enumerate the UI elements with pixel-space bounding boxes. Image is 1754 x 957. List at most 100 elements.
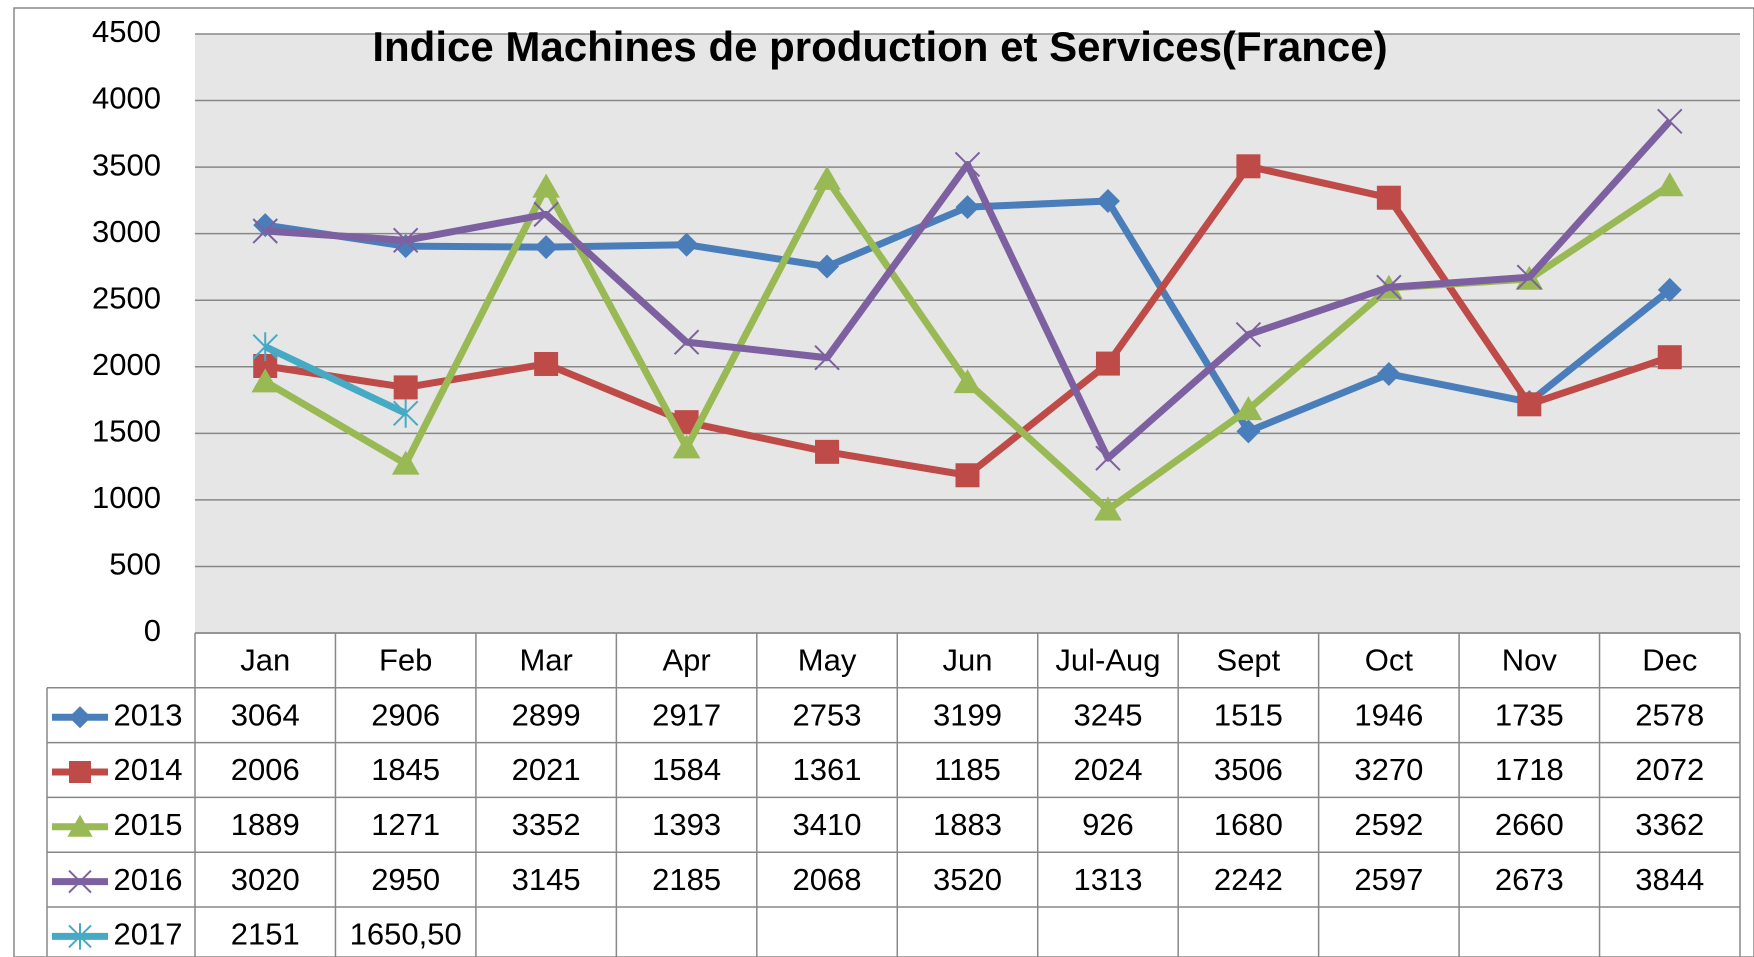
x-tick-label: Dec [1642,643,1697,678]
marker [955,463,980,488]
x-tick-label: Oct [1365,643,1414,678]
y-tick-label: 0 [144,613,161,648]
table-value: 2072 [1635,752,1704,787]
table-value: 1883 [933,807,1002,842]
table-value: 1515 [1214,697,1283,732]
table-value: 1361 [793,752,862,787]
table-value: 1680 [1214,807,1283,842]
marker [1094,496,1122,521]
marker [955,195,980,220]
table-value: 2906 [371,697,440,732]
marker [533,201,559,228]
table-value: 3145 [512,862,581,897]
table-value: 2151 [231,917,300,952]
marker [1095,351,1120,376]
marker [534,235,559,260]
x-tick-label: Mar [519,643,572,678]
table-value: 3506 [1214,752,1283,787]
marker [1235,321,1262,348]
table-value: 3844 [1635,862,1704,897]
table-value: 2597 [1354,862,1423,897]
table-value: 1271 [371,807,440,842]
table-value: 3020 [231,862,300,897]
plot-area [195,34,1740,633]
data-table: Jan Feb Mar Apr May Jun Jul-Aug Sept Oct Nov Dec 20… [46,632,1741,957]
marker [1236,154,1261,179]
x-tick-label: Jan [240,643,290,678]
y-tick-label: 1500 [92,414,161,449]
marker [532,173,560,198]
table-value: 2660 [1495,807,1564,842]
table-value: 1718 [1495,752,1564,787]
x-tick-label: Nov [1502,643,1558,678]
table-value: 3520 [933,862,1002,897]
table-value: 2021 [512,752,581,787]
marker [954,151,981,178]
marker [813,165,841,190]
table-value: 2068 [793,862,862,897]
table-value: 1313 [1073,862,1142,897]
marker [392,227,419,254]
legend-label: 2014 [114,752,183,787]
x-tick-label: Sept [1217,643,1281,678]
marker [1657,108,1683,135]
table-value: 3199 [933,697,1002,732]
marker [1657,277,1682,302]
table-value: 1845 [371,752,440,787]
legend-marker [67,814,93,837]
table-value: 3245 [1073,697,1142,732]
table-value: 3352 [512,807,581,842]
table-value: 2185 [652,862,721,897]
marker [1376,361,1401,386]
marker [1517,392,1542,417]
lines [251,108,1684,521]
x-tick-label: Jun [943,643,993,678]
legend-label: 2015 [114,807,183,842]
table-value: 3410 [793,807,862,842]
chart-title: Indice Machines de production et Service… [372,23,1387,70]
marker [1516,264,1543,290]
marker [1095,445,1121,471]
series-line [263,343,408,417]
legend-label: 2017 [114,917,183,952]
table-value: 2673 [1495,862,1564,897]
marker [1655,172,1684,197]
marker [1376,185,1401,210]
marker [815,439,840,464]
table-value: 2242 [1214,862,1283,897]
table-value: 926 [1082,807,1134,842]
table-value: 1735 [1495,697,1564,732]
marker [534,351,559,376]
marker [252,218,278,244]
table-value: 3362 [1635,807,1704,842]
table-value: 1584 [652,752,721,787]
y-tick-label: 2500 [92,280,161,315]
table-value: 3064 [231,697,300,732]
legend-marker [69,706,91,729]
y-tick-label: 2000 [92,347,161,382]
table-value: 2917 [652,697,721,732]
marker [673,329,700,355]
legend-marker [68,923,92,950]
grid: 0 500 1000 1500 2000 2500 3000 3500 4000 4500 [92,14,1740,648]
y-tick-label: 3000 [92,214,161,249]
marker [1236,419,1261,444]
marker [1376,274,1402,301]
table-value: 1393 [652,807,721,842]
table-value: 2024 [1073,752,1142,787]
marker [674,232,699,257]
marker [252,332,278,362]
x-tick-label: Feb [379,643,432,678]
table-value: 1946 [1354,697,1423,732]
marker [391,450,420,475]
legend-marker [69,761,91,783]
table-value: 2578 [1635,697,1704,732]
marker [1095,189,1120,214]
marker [1657,345,1682,370]
x-tick-label: May [798,643,857,678]
table-value: 2950 [371,862,440,897]
table-value: 2006 [231,752,300,787]
table-value: 1185 [934,752,1001,787]
table-value: 3270 [1354,752,1423,787]
